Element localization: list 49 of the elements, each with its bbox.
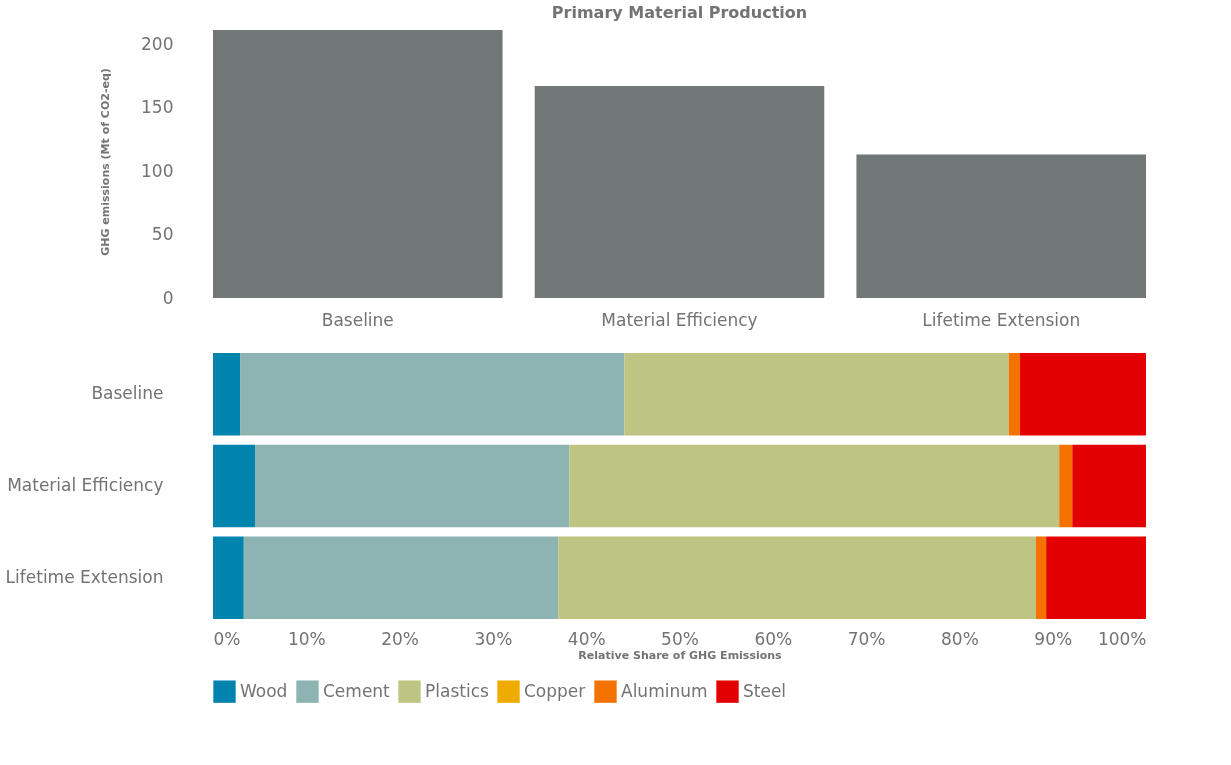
x-tick-label: 30%: [474, 628, 513, 649]
bar: [624, 353, 1009, 436]
x-tick-label: 50%: [661, 628, 699, 649]
bar: [856, 154, 1146, 298]
y-tick-label: 150: [141, 97, 174, 118]
y-tick-label: Baseline: [91, 383, 164, 404]
legend-label: Cement: [323, 680, 391, 701]
y-axis-title: GHG emissions (Mt of CO2-eq): [99, 68, 113, 256]
legend-label: Plastics: [425, 680, 489, 701]
y-tick-label: 100: [141, 160, 174, 181]
bar: [1059, 444, 1073, 528]
y-tick-label: Lifetime Extension: [5, 566, 164, 587]
x-tick-label: 100%: [1097, 628, 1147, 649]
bar: [1072, 444, 1146, 528]
bar: [213, 30, 503, 298]
x-tick-label: 10%: [287, 628, 326, 649]
legend-label: Aluminum: [621, 680, 708, 701]
x-tick-label: 40%: [567, 628, 606, 649]
legend-label: Wood: [240, 680, 288, 701]
y-tick-label: 50: [151, 224, 174, 245]
bar: [569, 444, 1060, 528]
x-tick-label: 90%: [1034, 628, 1073, 649]
y-tick-label: Material Efficiency: [7, 475, 164, 495]
legend-label: Copper: [524, 680, 586, 701]
x-tick-label: 70%: [847, 628, 886, 649]
legend-label: Steel: [743, 680, 787, 701]
chart-title: Primary Material Production: [551, 3, 808, 22]
bar: [254, 444, 570, 528]
bar: [534, 85, 825, 298]
x-tick-label: 80%: [941, 628, 979, 649]
x-axis-title: Relative Share of GHG Emissions: [578, 648, 783, 662]
bar: [1008, 353, 1021, 436]
bar: [1035, 536, 1047, 619]
bar: [213, 444, 255, 528]
y-tick-label: 0: [162, 287, 174, 308]
x-tick-label: 60%: [754, 628, 793, 649]
bar: [558, 536, 1036, 619]
x-tick-label: Lifetime Extension: [922, 309, 1081, 330]
x-tick-label: 20%: [381, 628, 419, 649]
x-tick-label: Baseline: [321, 309, 394, 330]
x-tick-label: 0%: [213, 628, 241, 649]
bar: [1020, 353, 1146, 436]
bar: [1046, 536, 1146, 619]
bar: [213, 536, 244, 619]
y-tick-label: 200: [141, 33, 174, 54]
bar: [213, 353, 241, 436]
x-tick-label: Material Efficiency: [601, 309, 758, 330]
bar: [240, 353, 625, 436]
bar: [243, 536, 559, 619]
